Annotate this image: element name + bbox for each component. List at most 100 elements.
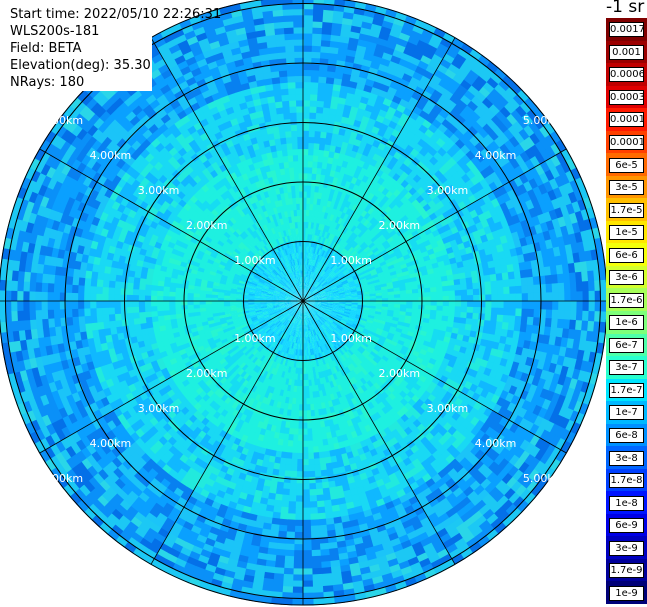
ray-gate bbox=[439, 58, 453, 70]
ray-gate bbox=[338, 41, 350, 50]
ray-gate bbox=[313, 148, 320, 156]
ray-gate bbox=[341, 78, 351, 88]
ray-gate bbox=[293, 531, 303, 539]
ray-gate bbox=[313, 464, 321, 472]
ray-gate bbox=[295, 489, 303, 497]
ray-gate bbox=[521, 301, 529, 310]
ray-gate bbox=[325, 82, 335, 91]
ray-gate bbox=[303, 0, 315, 4]
ray-gate bbox=[348, 202, 356, 210]
ray-gate bbox=[303, 39, 314, 46]
ray-gate bbox=[362, 182, 371, 191]
ray-gate bbox=[357, 239, 365, 247]
ray-gate bbox=[330, 233, 336, 242]
ray-gate bbox=[303, 63, 313, 71]
ray-gate bbox=[284, 543, 295, 551]
ray-gate bbox=[306, 290, 311, 297]
ray-gate bbox=[311, 252, 316, 260]
ray-gate bbox=[350, 105, 360, 115]
ray-gate bbox=[323, 212, 329, 220]
ray-gate bbox=[403, 46, 416, 58]
ray-gate bbox=[379, 227, 388, 235]
ray-gate bbox=[387, 86, 399, 96]
ray-gate bbox=[296, 458, 303, 466]
ray-gate bbox=[298, 404, 303, 411]
ray-gate bbox=[332, 16, 344, 25]
ray-gate bbox=[391, 22, 405, 33]
ray-gate bbox=[326, 268, 332, 274]
ray-gate bbox=[389, 80, 401, 91]
ray-gate bbox=[345, 55, 356, 64]
ray-gate bbox=[353, 243, 361, 251]
ray-gate bbox=[319, 217, 325, 225]
ray-gate bbox=[318, 186, 324, 194]
ray-gate bbox=[329, 107, 338, 116]
ray-gate bbox=[442, 53, 456, 65]
ray-gate bbox=[324, 251, 330, 259]
ray-gate bbox=[315, 118, 323, 126]
ray-gate bbox=[533, 284, 541, 294]
ray-gate bbox=[552, 292, 559, 303]
ray-gate bbox=[333, 151, 341, 160]
ray-gate bbox=[312, 203, 317, 211]
ray-gate bbox=[354, 178, 363, 187]
ray-gate bbox=[303, 233, 306, 241]
ray-gate bbox=[311, 561, 322, 569]
ray-gate bbox=[334, 209, 340, 217]
ray-gate bbox=[286, 513, 296, 521]
ray-gate bbox=[311, 173, 317, 181]
ray-gate bbox=[306, 398, 311, 405]
ray-gate bbox=[297, 446, 303, 454]
ray-gate bbox=[309, 197, 315, 205]
ray-gate bbox=[331, 241, 337, 249]
ray-gate bbox=[344, 243, 351, 250]
ray-gate bbox=[521, 285, 529, 295]
ray-gate bbox=[332, 83, 342, 92]
ray-gate bbox=[582, 291, 590, 303]
ray-gate bbox=[363, 245, 371, 253]
ray-gate bbox=[372, 219, 380, 227]
ray-gate bbox=[307, 291, 312, 297]
ray-gate bbox=[350, 25, 363, 34]
ray-gate bbox=[375, 231, 383, 239]
ray-gate bbox=[344, 129, 353, 138]
ray-gate bbox=[515, 293, 523, 302]
ray-gate bbox=[366, 230, 374, 238]
ray-gate bbox=[312, 288, 318, 294]
ray-gate bbox=[319, 278, 326, 285]
ray-gate bbox=[515, 301, 523, 310]
ray-gate bbox=[292, 562, 303, 570]
ray-gate bbox=[306, 422, 312, 430]
ray-gate bbox=[358, 249, 366, 257]
ray-gate bbox=[338, 254, 345, 261]
ray-gate bbox=[405, 41, 418, 52]
ray-gate bbox=[337, 217, 344, 225]
ray-gate bbox=[312, 272, 317, 280]
ray-gate bbox=[322, 15, 335, 23]
ray-gate bbox=[526, 109, 539, 123]
ray-gate bbox=[313, 142, 321, 150]
ray-gate bbox=[340, 225, 347, 233]
ray-gate bbox=[406, 293, 413, 298]
ray-gate bbox=[308, 148, 315, 156]
ray-gate bbox=[466, 53, 480, 66]
ray-gate bbox=[316, 161, 324, 169]
ray-gate bbox=[303, 197, 308, 204]
ray-gate bbox=[302, 544, 312, 551]
ray-gate bbox=[387, 294, 395, 299]
ray-gate bbox=[333, 202, 339, 210]
ray-gate bbox=[303, 245, 306, 253]
ray-gate bbox=[311, 45, 322, 53]
ray-gate bbox=[359, 241, 367, 249]
ray-gate bbox=[364, 237, 372, 245]
ray-gate bbox=[339, 232, 346, 240]
ray-gate bbox=[305, 373, 309, 381]
ray-gate bbox=[309, 246, 313, 254]
beta-rays bbox=[0, 0, 606, 606]
ray-gate bbox=[336, 237, 343, 245]
ray-gate bbox=[332, 265, 339, 272]
ray-gate bbox=[307, 434, 313, 442]
ray-gate bbox=[287, 501, 296, 509]
ray-gate bbox=[301, 562, 313, 570]
ray-gate bbox=[322, 113, 331, 121]
